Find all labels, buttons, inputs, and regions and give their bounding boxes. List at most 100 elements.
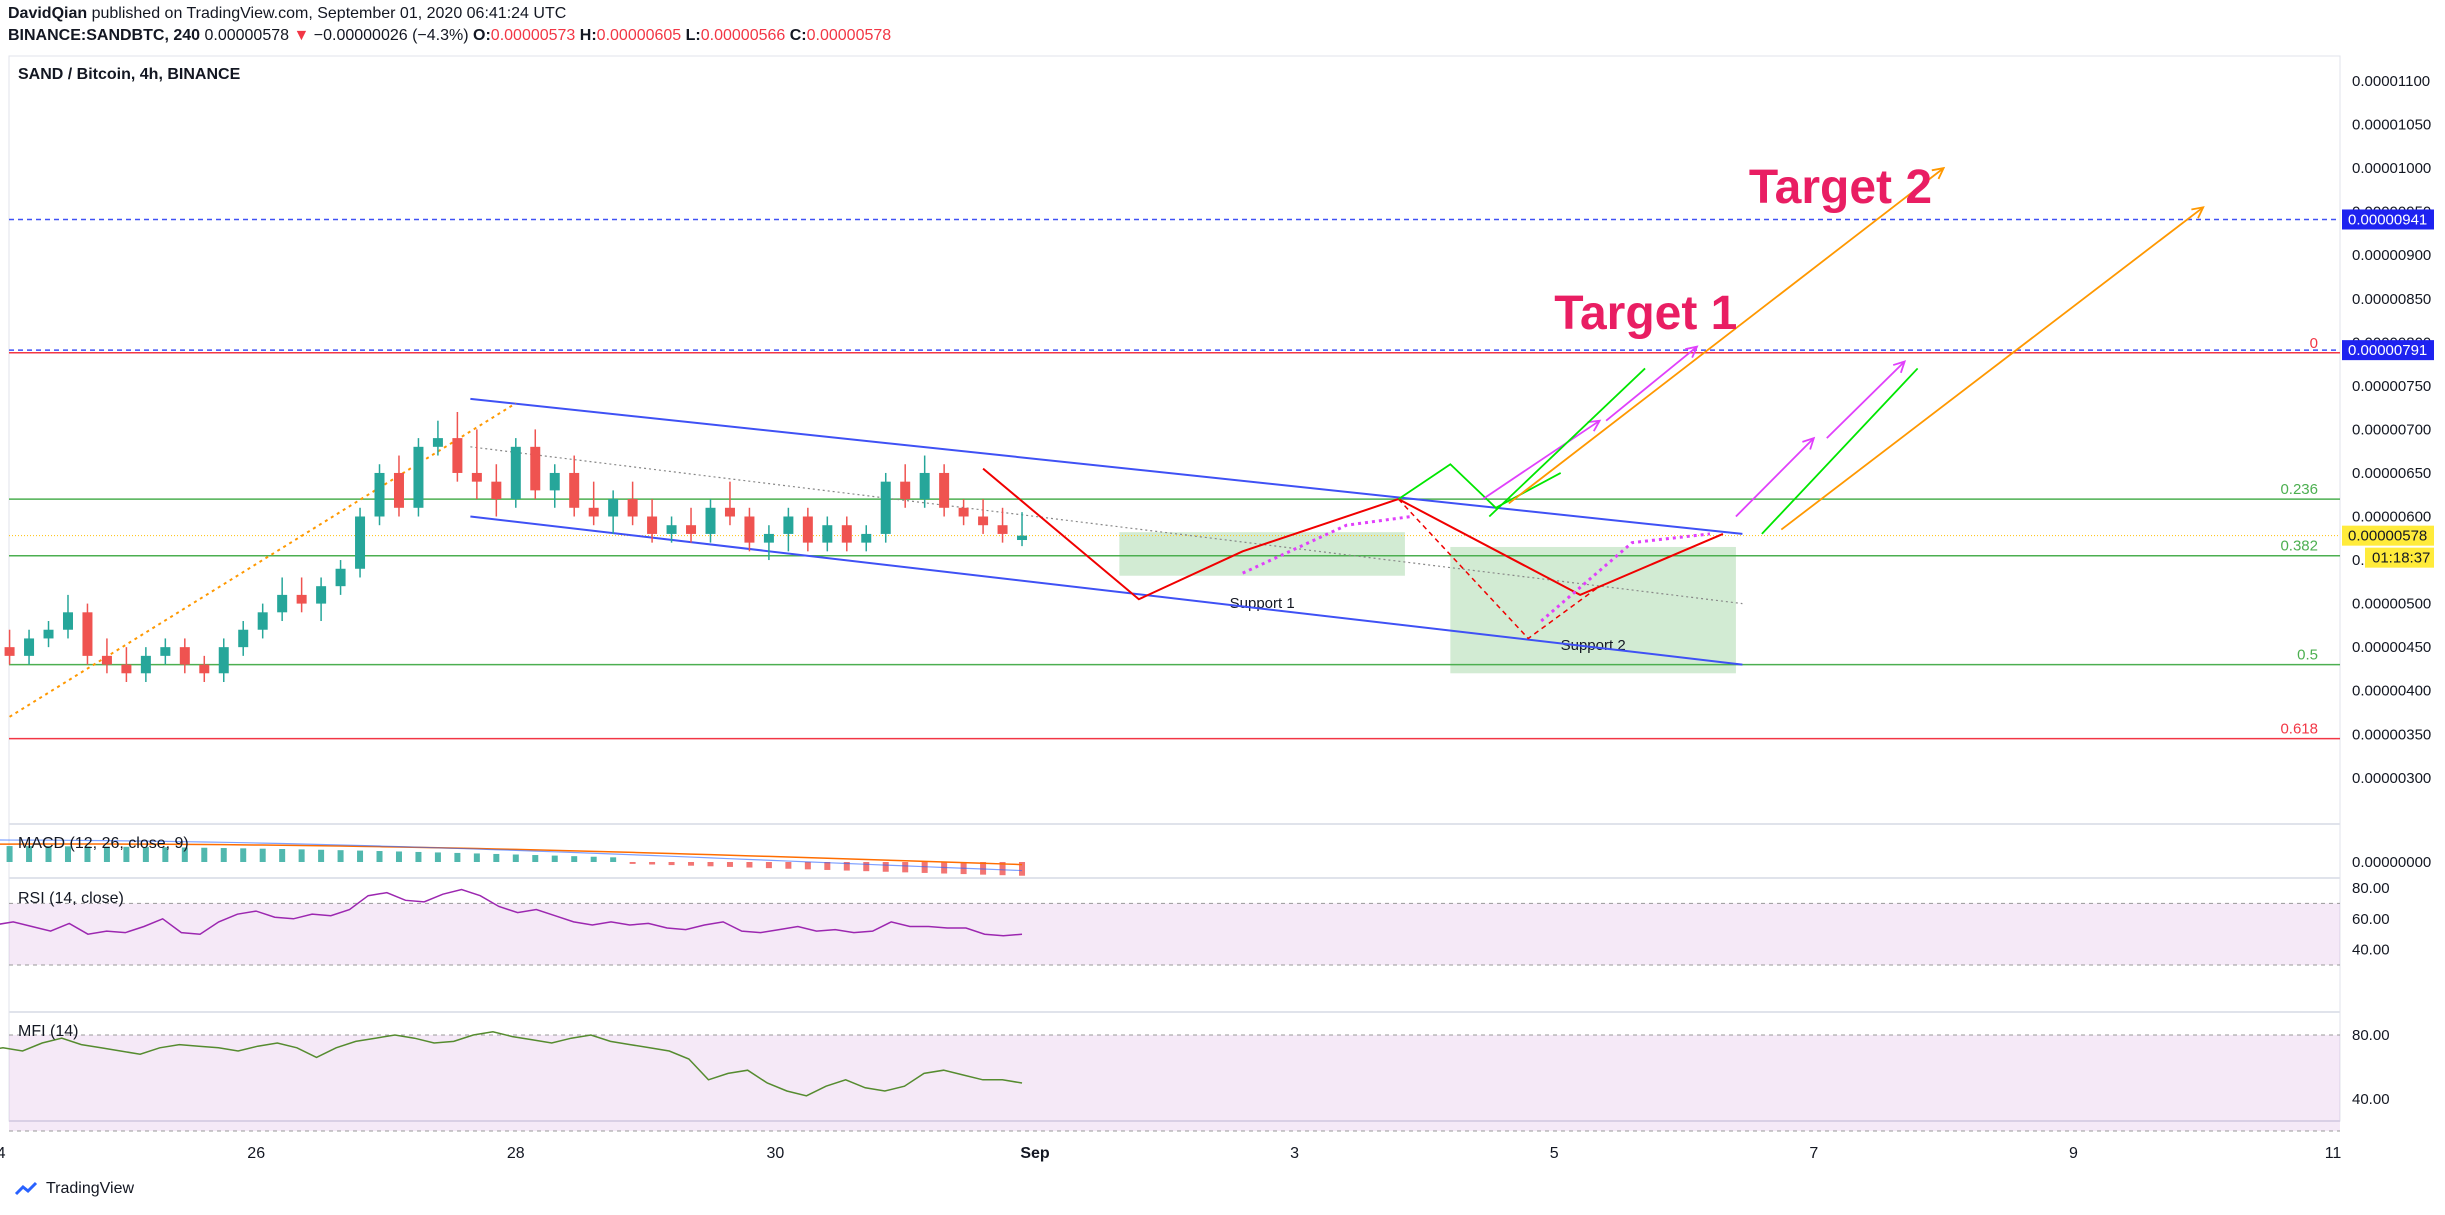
channel-mid-line xyxy=(470,446,1743,605)
macd-histogram-bar xyxy=(999,862,1006,876)
published-text: published on TradingView.com, September … xyxy=(91,5,567,22)
candle-body xyxy=(160,647,171,656)
target-label: Target 1 xyxy=(1554,287,1737,340)
rsi-tick-label: 80.00 xyxy=(2352,880,2390,897)
macd-histogram-bar xyxy=(318,849,325,862)
macd-histogram-bar xyxy=(1019,862,1026,876)
magenta-arrow-head xyxy=(1587,419,1602,432)
candle-body xyxy=(997,525,1008,534)
price-tick-label: 0.00000400 xyxy=(2352,683,2431,700)
macd-histogram-bar xyxy=(84,846,91,862)
magenta-arrow xyxy=(1826,360,1906,439)
fib-level-label: 0.618 xyxy=(2280,721,2318,738)
orange-target-arrow-head xyxy=(2191,206,2205,219)
macd-histogram-bar xyxy=(765,862,772,869)
magenta-dotted-path xyxy=(1242,515,1412,575)
magenta-arrow xyxy=(1735,437,1815,518)
price-tick-label: 0.00000500 xyxy=(2352,596,2431,613)
macd-histogram-bar xyxy=(454,852,461,862)
candle-body xyxy=(257,612,268,630)
price-tick-label: 0.00000700 xyxy=(2352,421,2431,438)
candle-body xyxy=(705,507,716,534)
candle-body xyxy=(1017,535,1028,541)
fib-level-label: 0 xyxy=(2310,335,2318,352)
macd-histogram-bar xyxy=(357,850,364,862)
macd-histogram-bar xyxy=(863,862,870,872)
fib-level-label: 0.236 xyxy=(2280,481,2318,498)
magenta-arrow-head xyxy=(1685,345,1699,358)
macd-histogram-bar xyxy=(688,862,695,866)
candle-body xyxy=(413,446,424,508)
magenta-arrow-head xyxy=(1802,436,1816,450)
mfi-label[interactable]: MFI (14) xyxy=(18,1023,79,1040)
alt-zigzag-path xyxy=(1397,498,1601,640)
macd-histogram-bar xyxy=(434,852,441,862)
macd-histogram-bar xyxy=(532,855,539,862)
channel-lower-line xyxy=(470,515,1743,666)
macd-histogram-bar xyxy=(26,846,33,862)
macd-histogram-bar xyxy=(298,849,305,862)
orange-target-arrow xyxy=(1508,167,1945,505)
last-price: 0.00000578 xyxy=(204,27,290,44)
price-tag-bg xyxy=(2342,340,2434,361)
orange-target-arrow xyxy=(1780,206,2204,531)
price-tick-label: 0.00001000 xyxy=(2352,160,2431,177)
fib-level-label: 0.382 xyxy=(2280,538,2318,555)
green-projection-line xyxy=(1761,367,1919,535)
macd-histogram-bar xyxy=(726,862,733,867)
time-tick-label: 30 xyxy=(767,1145,785,1162)
projected-zigzag-path xyxy=(982,467,1724,601)
rise-trend-line xyxy=(9,402,517,718)
candle-body xyxy=(471,472,482,482)
candle-body xyxy=(530,446,541,491)
candle-body xyxy=(744,516,755,543)
candle-body xyxy=(627,499,638,517)
close-label: C: xyxy=(789,27,807,44)
price-change: −0.00000026 (−4.3%) xyxy=(313,27,469,44)
countdown-label: 01:18:37 xyxy=(2372,550,2430,567)
time-tick-label: 24 xyxy=(0,1145,6,1162)
rsi-line xyxy=(0,888,1023,937)
candle-body xyxy=(24,638,35,656)
high-value: 0.00000605 xyxy=(596,27,682,44)
time-tick-label: 3 xyxy=(1290,1145,1299,1162)
mfi-tick-label: 40.00 xyxy=(2352,1091,2390,1108)
macd-histogram-bar xyxy=(220,848,227,862)
price-tag-bg xyxy=(2342,525,2434,546)
macd-histogram-bar xyxy=(279,849,286,862)
orange-target-arrow-head xyxy=(1931,166,1946,180)
candle-body xyxy=(296,594,307,604)
mfi-line xyxy=(0,1031,1023,1097)
macd-tick-label: 0.00000000 xyxy=(2352,854,2431,871)
macd-histogram-bar xyxy=(882,862,889,872)
candle-body xyxy=(763,533,774,543)
candle-body xyxy=(958,507,969,517)
macd-histogram-bar xyxy=(201,847,208,862)
tradingview-brand[interactable]: TradingView xyxy=(14,1180,134,1198)
green-projection-line xyxy=(1488,367,1646,518)
candle-body xyxy=(686,525,697,534)
candle-body xyxy=(978,516,989,526)
macd-histogram-bar xyxy=(512,854,519,862)
price-tag-bg xyxy=(2342,209,2434,230)
price-tag: 0.00000578 xyxy=(2342,525,2434,546)
macd-histogram-bar xyxy=(259,848,266,862)
candle-body xyxy=(316,586,327,604)
macd-label[interactable]: MACD (12, 26, close, 9) xyxy=(18,835,189,852)
candle-body xyxy=(569,472,580,508)
price-tick-label: 0.00000850 xyxy=(2352,291,2431,308)
candle-body xyxy=(861,533,872,543)
time-tick-label: 26 xyxy=(247,1145,265,1162)
magenta-arrow xyxy=(1482,419,1601,500)
green-projection-path xyxy=(1397,463,1562,509)
candle-body xyxy=(647,516,658,534)
macd-histogram-bar xyxy=(610,857,617,862)
down-arrow-icon: ▼ xyxy=(293,27,310,44)
candle-body xyxy=(880,481,891,534)
time-tick-label: 11 xyxy=(2325,1145,2342,1162)
candle-body xyxy=(238,629,249,648)
rsi-label[interactable]: RSI (14, close) xyxy=(18,890,124,907)
price-tag-label: 0.00000941 xyxy=(2348,211,2427,228)
author-name[interactable]: DavidQian xyxy=(8,5,88,22)
